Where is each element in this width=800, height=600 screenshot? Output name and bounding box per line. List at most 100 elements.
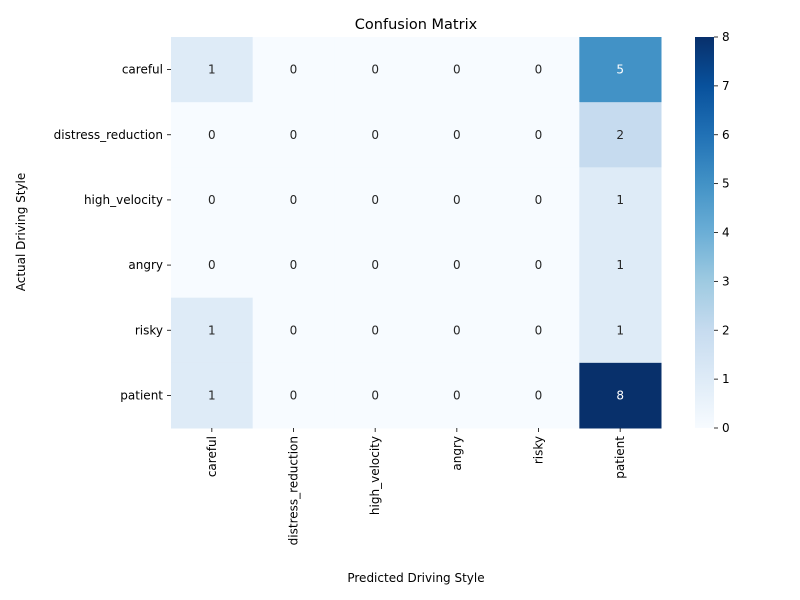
cell-value-label: 0 (290, 63, 298, 77)
heatmap-cell (497, 297, 580, 364)
x-tick-label: high_velocity (368, 436, 382, 515)
heatmap-cell (579, 102, 662, 168)
heatmap-cell (579, 362, 662, 429)
cell-value-label: 0 (208, 193, 216, 207)
cell-value-label: 0 (453, 193, 461, 207)
cell-value-label: 0 (371, 388, 379, 402)
cell-value-label: 0 (535, 128, 543, 142)
heatmap-cells: 1 0 0 0 0 5 0 0 0 0 0 2 0 0 0 0 0 1 0 0 0 0 0 1 1 0 0 0 0 1 1 0 0 0 0 8 (171, 37, 662, 429)
cell-value-label: 0 (535, 323, 543, 337)
colorbar-tick-label: 0 (722, 421, 730, 435)
heatmap-cell (334, 232, 417, 299)
cell-value-label: 0 (290, 388, 298, 402)
y-tick-label: risky (135, 323, 163, 337)
cell-value-label: 1 (208, 63, 216, 77)
heatmap-cell (252, 102, 335, 168)
cell-value-label: 0 (371, 258, 379, 272)
cell-value-label: 1 (208, 388, 216, 402)
heatmap-cell (579, 232, 662, 299)
heatmap-cell (171, 102, 254, 168)
heatmap-cell (252, 232, 335, 299)
cell-value-label: 1 (616, 258, 624, 272)
cell-value-label: 0 (208, 128, 216, 142)
cell-value-label: 0 (535, 193, 543, 207)
heatmap-cell (334, 37, 417, 103)
y-axis-ticks: careful distress_reduction high_velocityan… (54, 63, 171, 402)
heatmap-cell (171, 167, 254, 233)
heatmap-cell (497, 37, 580, 103)
heatmap-cell (334, 362, 417, 429)
cell-value-label: 0 (453, 63, 461, 77)
cell-value-label: 0 (453, 128, 461, 142)
cell-value-label: 8 (616, 388, 624, 402)
heatmap-cell (171, 297, 254, 364)
heatmap-cell (334, 167, 417, 233)
y-tick-label: high_velocity (84, 193, 163, 207)
heatmap-cell (252, 297, 335, 364)
x-tick-label: distress_reduction (287, 436, 301, 545)
heatmap-cell (416, 362, 499, 429)
heatmap-cell (252, 37, 335, 103)
y-tick-label: angry (128, 258, 163, 272)
heatmap-cell (416, 37, 499, 103)
heatmap-cell (416, 102, 499, 168)
cell-value-label: 0 (371, 193, 379, 207)
heatmap-cell (171, 232, 254, 299)
heatmap-cell (334, 102, 417, 168)
cell-value-label: 0 (453, 388, 461, 402)
colorbar-tick-label: 6 (722, 128, 730, 142)
heatmap-cell (171, 362, 254, 429)
colorbar-tick-label: 1 (722, 372, 730, 386)
y-axis-label: Actual Driving Style (14, 173, 28, 292)
chart-title: Confusion Matrix (355, 17, 478, 33)
heatmap-cell (252, 362, 335, 429)
cell-value-label: 0 (453, 258, 461, 272)
cell-value-label: 0 (535, 63, 543, 77)
cell-value-label: 0 (290, 128, 298, 142)
cell-value-label: 0 (290, 193, 298, 207)
cell-value-label: 1 (616, 323, 624, 337)
heatmap-cell (497, 232, 580, 299)
y-tick-label: careful (122, 63, 163, 77)
y-tick-label: patient (120, 388, 163, 402)
x-tick-label: careful (205, 436, 219, 477)
heatmap-cell (416, 232, 499, 299)
heatmap-cell (579, 37, 662, 103)
heatmap-cell (416, 167, 499, 233)
colorbar-tick-label: 7 (722, 79, 730, 93)
x-tick-label: angry (450, 436, 464, 471)
heatmap-cell (579, 167, 662, 233)
heatmap-cell (252, 167, 335, 233)
heatmap-cell (497, 102, 580, 168)
colorbar-tick-label: 4 (722, 226, 730, 240)
heatmap-cell (171, 37, 254, 103)
cell-value-label: 1 (208, 323, 216, 337)
cell-value-label: 0 (371, 128, 379, 142)
colorbar-tick-label: 8 (722, 30, 730, 44)
cell-value-label: 0 (371, 323, 379, 337)
y-tick-label: distress_reduction (54, 128, 163, 142)
x-axis-label: Predicted Driving Style (347, 571, 484, 585)
x-tick-label: risky (532, 436, 546, 464)
cell-value-label: 5 (616, 63, 624, 77)
cell-value-label: 0 (371, 63, 379, 77)
heatmap-cell (497, 167, 580, 233)
x-tick-label: patient (613, 436, 627, 479)
cell-value-label: 1 (616, 193, 624, 207)
colorbar-gradient (695, 37, 714, 428)
cell-value-label: 0 (290, 323, 298, 337)
cell-value-label: 0 (535, 388, 543, 402)
heatmap-cell (334, 297, 417, 364)
colorbar: 0 1 2 3 4 5 6 7 8 (695, 30, 730, 435)
heatmap-cell (579, 297, 662, 364)
colorbar-tick-label: 3 (722, 274, 730, 288)
x-axis-ticks: careful distress_reduction high_velocity an… (205, 428, 627, 545)
cell-value-label: 2 (616, 128, 624, 142)
cell-value-label: 0 (208, 258, 216, 272)
cell-value-label: 0 (535, 258, 543, 272)
heatmap-cell (497, 362, 580, 429)
colorbar-tick-label: 2 (722, 323, 730, 337)
heatmap-cell (416, 297, 499, 364)
cell-value-label: 0 (453, 323, 461, 337)
colorbar-tick-label: 5 (722, 177, 730, 191)
